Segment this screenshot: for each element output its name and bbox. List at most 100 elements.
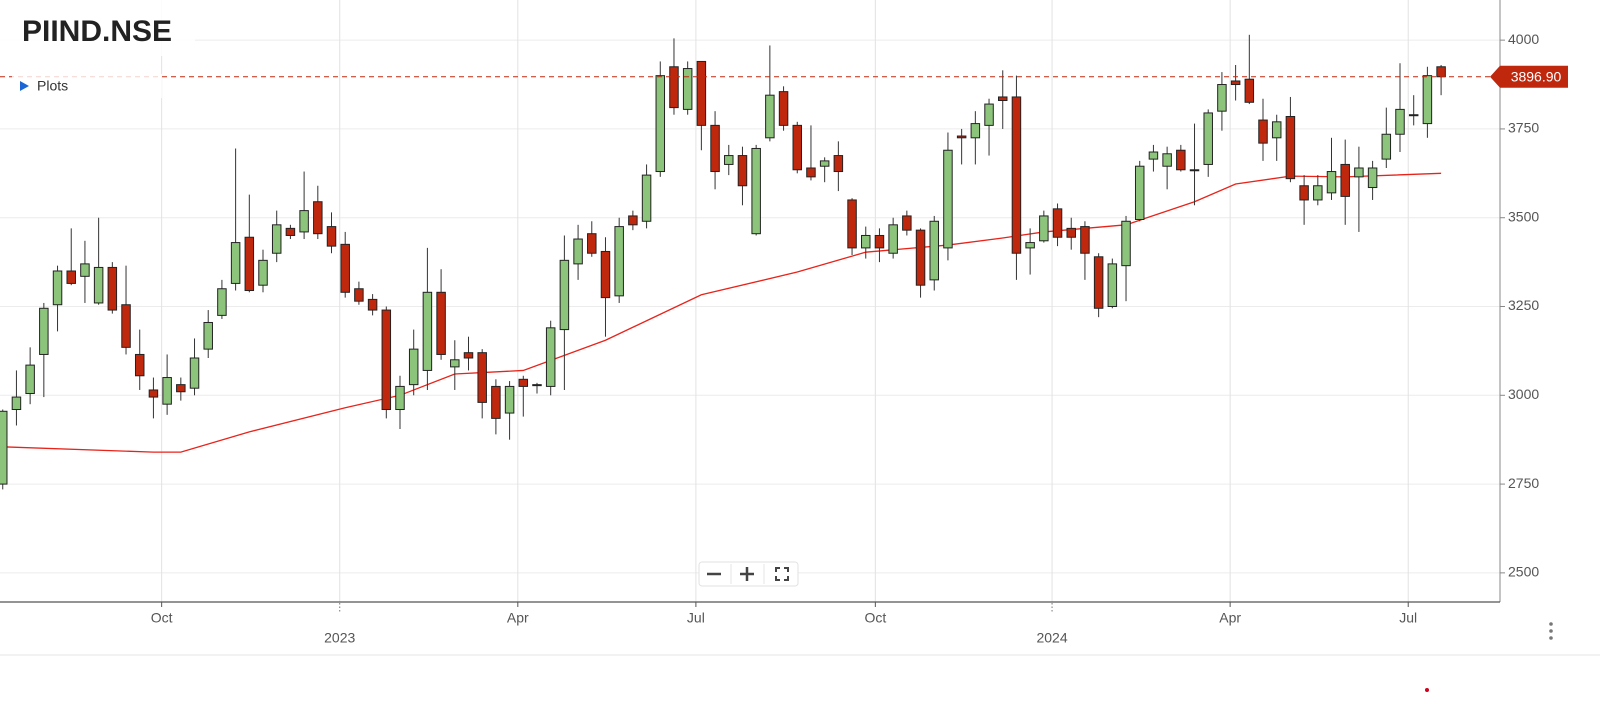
candle-body [833, 155, 844, 173]
moving-average-line [2, 172, 1442, 453]
candle-body [1244, 78, 1255, 103]
moving-average [2, 172, 1442, 453]
candle-body [340, 243, 350, 293]
title-backdrop [0, 0, 195, 56]
x-tick-label: Apr [1219, 610, 1241, 626]
candle-body [39, 307, 49, 355]
y-tick-label: 2500 [1508, 564, 1539, 580]
x-year-label: 2023 [324, 630, 355, 646]
candle-body [258, 259, 268, 286]
candle-body [1134, 165, 1145, 220]
candle-body [107, 266, 118, 311]
candle-body [861, 234, 871, 249]
candle-body [765, 94, 775, 139]
x-tick-label: Jul [1399, 610, 1417, 626]
candle-body [997, 96, 1008, 102]
candle-body [1230, 80, 1241, 86]
candle-body [792, 124, 803, 171]
candle-body [52, 270, 63, 306]
candle-body [285, 227, 296, 236]
candle-body [737, 155, 748, 187]
x-tick-label: Jul [687, 610, 705, 626]
candle-body [121, 304, 131, 348]
candle-body [189, 357, 200, 389]
candle-body [614, 226, 624, 297]
plots-label: Plots [37, 78, 68, 94]
candle-body [450, 359, 460, 368]
y-tick-label: 3750 [1508, 120, 1539, 136]
candle-body [299, 210, 309, 233]
y-tick-label: 2750 [1508, 475, 1539, 491]
candle-body [354, 288, 364, 302]
candle-body [230, 242, 241, 284]
candle-body [244, 236, 255, 292]
zoom-in-button[interactable] [740, 567, 754, 581]
candle-body [1217, 84, 1227, 112]
candle-body [11, 396, 22, 411]
x-tick-label: Oct [864, 610, 886, 626]
candle-body [477, 352, 487, 403]
candle-body [93, 266, 104, 304]
candle-body [1162, 153, 1172, 167]
candle-body [217, 288, 227, 316]
candle-body [504, 385, 515, 414]
candle-body [66, 270, 76, 284]
candle-body [148, 389, 159, 398]
candle-body [25, 364, 35, 395]
candle-body [888, 224, 898, 254]
candle-body [847, 199, 857, 249]
y-tick-label: 3500 [1508, 208, 1539, 224]
candle-body [1313, 185, 1323, 201]
candle-body [655, 75, 666, 173]
axes: 2500 2750 3000 3250 3500 3750 4000 Oct Apr Jul Oct… [0, 0, 1600, 656]
y-tick-label: 3000 [1508, 386, 1539, 402]
candle-body [1176, 149, 1186, 171]
candle-body [1271, 121, 1282, 139]
last-price-label: 3896.90 [1511, 68, 1562, 84]
candle-body [682, 68, 693, 110]
candle-body [1066, 227, 1076, 238]
candle-body [1436, 66, 1446, 78]
candle-body [710, 124, 720, 173]
candle-body [587, 233, 597, 254]
plots-menu[interactable]: Plots [12, 74, 162, 98]
candle-body [313, 201, 323, 235]
candle-body [1285, 115, 1296, 180]
candle-body [956, 135, 967, 139]
candle-body [874, 234, 885, 249]
candle-body [724, 155, 734, 165]
candle-body [628, 215, 638, 226]
candle-body [1367, 167, 1378, 189]
candle-body [1093, 256, 1104, 309]
candle-body [176, 384, 186, 393]
candle-body [600, 250, 611, 299]
candle-body [1121, 220, 1131, 267]
fullscreen-button[interactable] [775, 567, 789, 581]
candle-body [559, 259, 570, 331]
candle-body [751, 147, 761, 235]
candle-body [162, 377, 172, 405]
zoom-controls [698, 561, 799, 587]
candle-body [1408, 114, 1419, 117]
candle-body [1354, 167, 1364, 178]
candle-body [271, 224, 282, 254]
candle-body [518, 378, 529, 387]
candle-body [970, 123, 981, 139]
candle-body [696, 60, 707, 126]
options-menu[interactable] [1549, 622, 1553, 640]
candle-body [545, 327, 556, 387]
last-price-tag [1490, 65, 1568, 88]
candle-body [408, 348, 419, 386]
candle-body [669, 66, 679, 109]
candle-body [1025, 242, 1035, 249]
candle-body [929, 220, 939, 281]
candle-body [1299, 185, 1309, 201]
candle-body [1381, 133, 1392, 160]
candle-body [819, 160, 830, 167]
candle-body [134, 353, 145, 377]
candle-body [1395, 108, 1405, 135]
plots-backdrop [12, 74, 162, 98]
x-tick-label: Oct [151, 610, 173, 626]
candle-body [367, 298, 378, 311]
